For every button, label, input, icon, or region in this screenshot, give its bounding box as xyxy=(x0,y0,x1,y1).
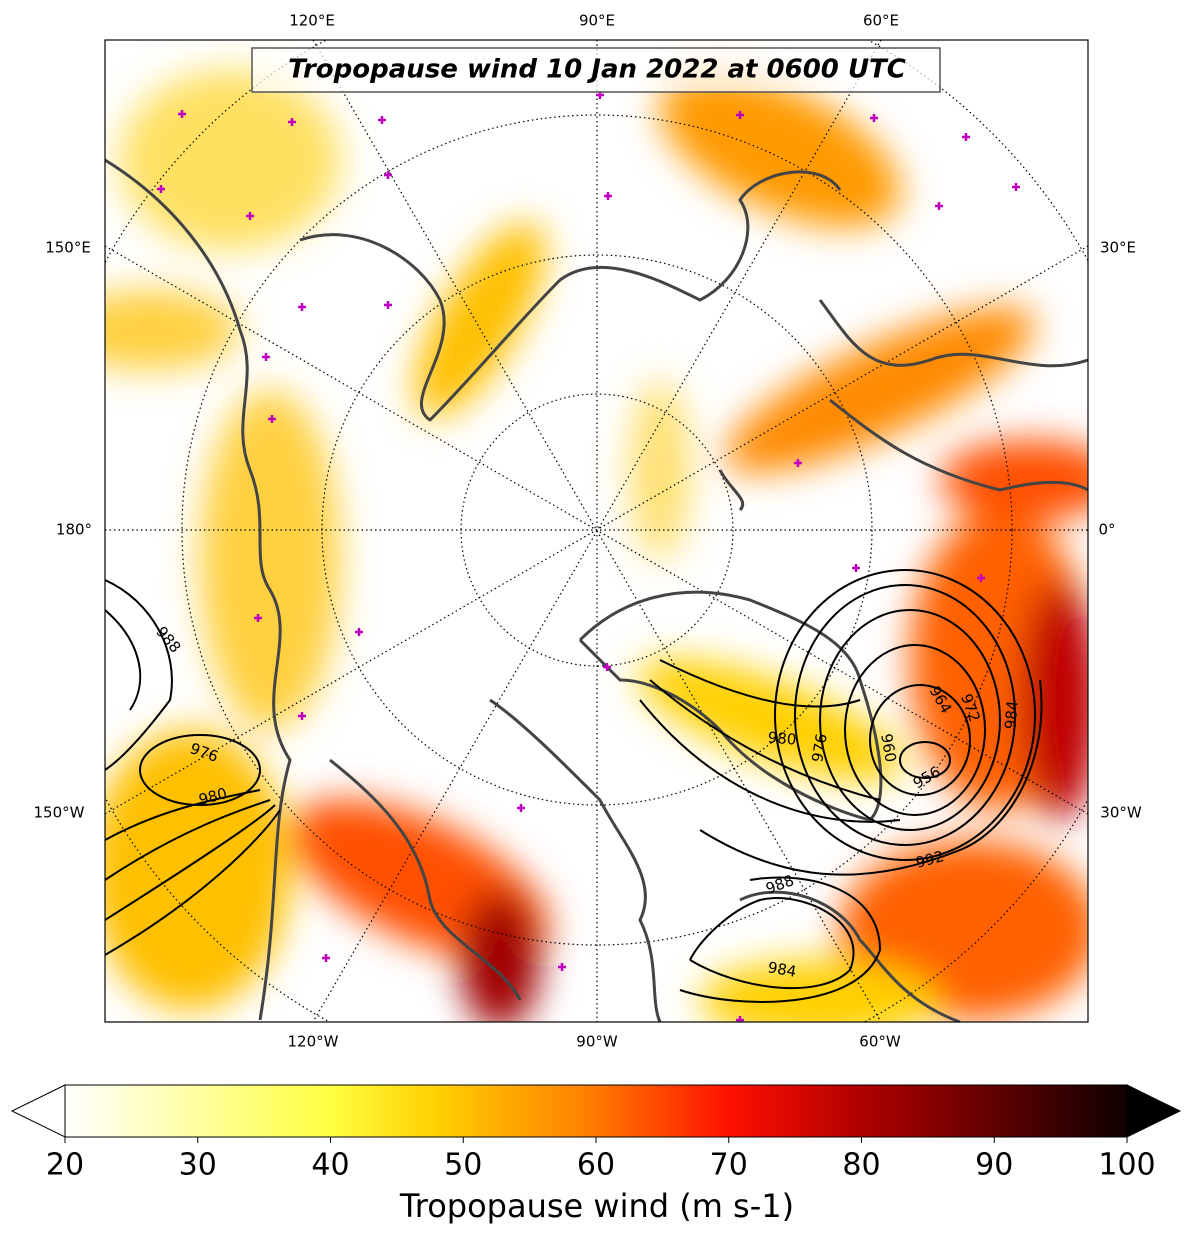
colorbar-tick-label: 30 xyxy=(179,1148,217,1183)
mslp-contours xyxy=(105,569,1043,1003)
map-area xyxy=(105,40,1088,1022)
map-title: Tropopause wind 10 Jan 2022 at 0600 UTC xyxy=(288,55,906,85)
title-box xyxy=(251,47,941,93)
station-markers xyxy=(157,91,1020,1022)
lon-label: 30°W xyxy=(1100,804,1142,822)
lon-label: 90°W xyxy=(576,1033,618,1051)
colorbar-label: Tropopause wind (m s-1) xyxy=(399,1187,794,1225)
lon-label: 120°W xyxy=(288,1033,339,1051)
graticule xyxy=(105,40,1088,1022)
colorbar-tick-label: 70 xyxy=(710,1148,748,1183)
colorbar-bar xyxy=(64,1084,1128,1138)
lon-label: 60°W xyxy=(859,1033,901,1051)
colorbar-tick-label: 40 xyxy=(311,1148,349,1183)
contour-label: 980 xyxy=(767,728,797,748)
colorbar-tick-label: 50 xyxy=(444,1148,482,1183)
colorbar-tick-label: 20 xyxy=(46,1148,84,1183)
lon-label: 30°E xyxy=(1100,239,1136,257)
contour-label: 976 xyxy=(808,732,831,763)
lon-label: 180° xyxy=(56,521,92,539)
colorbar-tick-label: 90 xyxy=(975,1148,1013,1183)
wind-field xyxy=(105,70,1088,1022)
contour-label: 984 xyxy=(766,958,797,981)
colorbar-tick-label: 80 xyxy=(842,1148,880,1183)
contour-label: 984 xyxy=(1001,700,1021,730)
lon-label: 0° xyxy=(1098,521,1115,539)
lon-label: 90°E xyxy=(579,12,615,30)
contour-label: 960 xyxy=(877,732,900,763)
lon-label: 150°E xyxy=(45,239,91,257)
colorbar-tick-label: 100 xyxy=(1098,1148,1155,1183)
lon-label: 120°E xyxy=(289,12,335,30)
colorbar-extend-min xyxy=(10,1084,66,1138)
colorbar-tick-label: 60 xyxy=(577,1148,615,1183)
lon-label: 60°E xyxy=(863,12,899,30)
lon-label: 150°W xyxy=(34,804,85,822)
colorbar xyxy=(10,1084,1182,1138)
coastlines xyxy=(105,158,1088,1022)
colorbar-extend-max xyxy=(1126,1084,1182,1138)
map-frame xyxy=(104,39,1089,1023)
